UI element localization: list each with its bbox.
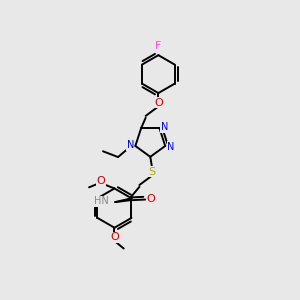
Text: N: N	[127, 140, 134, 150]
Text: F: F	[155, 41, 162, 51]
Text: N: N	[167, 142, 175, 152]
Text: HN: HN	[94, 196, 109, 206]
Text: O: O	[110, 232, 119, 242]
Text: N: N	[161, 122, 168, 133]
Text: S: S	[148, 167, 156, 177]
Text: O: O	[154, 98, 163, 108]
Text: O: O	[96, 176, 105, 186]
Text: O: O	[147, 194, 156, 204]
